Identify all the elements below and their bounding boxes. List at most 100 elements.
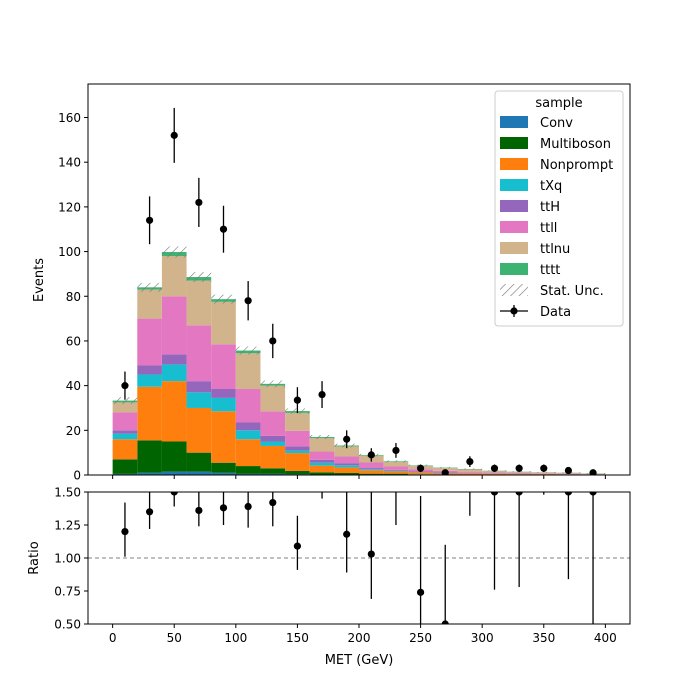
main-ytick-label-0: 0 [73,469,81,483]
data-point-18 [564,466,573,475]
ratio-ytick-label-0.50: 0.50 [54,618,81,632]
bar-tth-0 [112,430,138,434]
ratio-ytick-label-1.25: 1.25 [54,519,81,533]
data-point-4 [219,225,228,233]
bar-nonprompt-15 [482,473,507,475]
bar-ttll-6 [260,411,286,436]
ratio-point-0 [121,528,129,536]
bar-conv-1 [137,472,162,475]
bar-ttll-1 [137,318,162,366]
bar-txq-7 [285,450,310,454]
bar-ttll-4 [211,344,236,389]
main-ytick-label-120: 120 [58,200,81,214]
legend-label-ttlnu: ttlnu [540,242,570,257]
ratio-point-9 [343,530,351,538]
bar-tth-11 [383,469,409,471]
x-axis: 0 50 100 150 200 250 300 350 400 [109,475,617,645]
data-point-19 [589,469,597,475]
bar-tth-9 [334,463,359,466]
xtick-label-350: 350 [532,631,555,645]
legend-label-data: Data [540,305,571,320]
data-point-5 [244,297,252,305]
bar-tth-10 [359,468,384,470]
ratio-ylabel: Ratio [27,541,42,574]
ratio-point-4 [219,504,228,512]
bar-nonprompt-7 [285,453,310,471]
bar-conv-5 [235,473,261,475]
xtick-label-400: 400 [594,631,617,645]
bar-ttll-0 [112,412,138,431]
legend-swatch-stat-unc [500,284,528,296]
xtick-label-150: 150 [286,631,309,645]
bar-ttll-8 [309,451,335,460]
bar-multiboson-1 [137,440,162,473]
main-ytick-label-20: 20 [66,424,81,438]
legend: sample Conv Multiboson Nonprompt tXq ttH ttll… [494,90,624,327]
bar-multiboson-4 [211,462,236,473]
bar-nonprompt-9 [334,467,359,473]
ratio-y-axis: 0.50 0.75 1.00 1.25 1.50 [54,486,88,632]
bar-nonprompt-12 [408,472,433,475]
bar-ttlnu-6 [260,385,286,412]
bar-tth-1 [137,365,162,375]
data-point-11 [392,446,400,455]
ratio-ytick-label-1.00: 1.00 [54,552,81,566]
ratio-point-6 [269,498,277,507]
bar-nonprompt-14 [457,473,483,475]
legend-swatch-tttt [500,263,528,275]
data-point-9 [343,435,351,443]
stat-unc-band-4 [211,294,236,304]
stat-unc-band-6 [260,380,286,388]
bar-ttll-2 [161,296,187,355]
legend-swatch-multiboson [500,137,528,149]
bar-ttlnu-4 [211,301,236,345]
ratio-ytick-label-0.75: 0.75 [54,585,81,599]
legend-label-nonprompt: Nonprompt [540,158,613,173]
bar-ttlnu-16 [506,471,532,473]
bar-nonprompt-11 [383,471,409,474]
bar-tth-4 [211,388,236,398]
bar-ttll-11 [383,466,409,470]
bar-ttlnu-11 [383,462,409,467]
stat-unc-band-1 [137,282,162,292]
bar-txq-1 [137,374,162,387]
bar-nonprompt-2 [161,381,187,442]
ratio-point-3 [195,506,203,515]
xtick-label-100: 100 [224,631,247,645]
stat-unc-band-11 [383,460,409,463]
bar-conv-0 [112,473,138,475]
legend-swatch-conv [500,116,528,128]
legend-swatch-nonprompt [500,158,528,170]
bar-nonprompt-5 [235,439,261,467]
bar-conv-4 [211,472,236,475]
bar-txq-3 [186,392,212,408]
legend-swatch-ttlnu [500,242,528,254]
ratio-plot [88,492,630,624]
bar-txq-8 [309,462,335,466]
bar-conv-3 [186,471,212,475]
bar-tth-7 [285,446,310,451]
bar-ttlnu-5 [235,353,261,389]
bar-txq-5 [235,430,261,440]
bar-ttll-5 [235,388,261,423]
bar-nonprompt-10 [359,470,384,474]
main-ytick-label-100: 100 [58,245,81,259]
ratio-point-1 [145,508,154,516]
bar-multiboson-9 [334,472,359,475]
data-point-17 [540,464,548,472]
data-point-7 [293,396,302,404]
ratio-point-7 [293,542,302,550]
main-plot [112,107,606,475]
stat-unc-band-5 [235,346,261,355]
ratio-point-12 [416,588,425,596]
bar-ttll-15 [482,472,507,474]
stat-unc-band-0 [112,397,138,404]
bar-ttlnu-14 [457,469,483,472]
xtick-label-0: 0 [109,631,117,645]
legend-label-stat-unc: Stat. Unc. [540,284,604,299]
xtick-label-50: 50 [167,631,182,645]
main-ytick-label-80: 80 [66,290,81,304]
data-point-10 [367,451,375,459]
bar-txq-4 [211,397,236,412]
